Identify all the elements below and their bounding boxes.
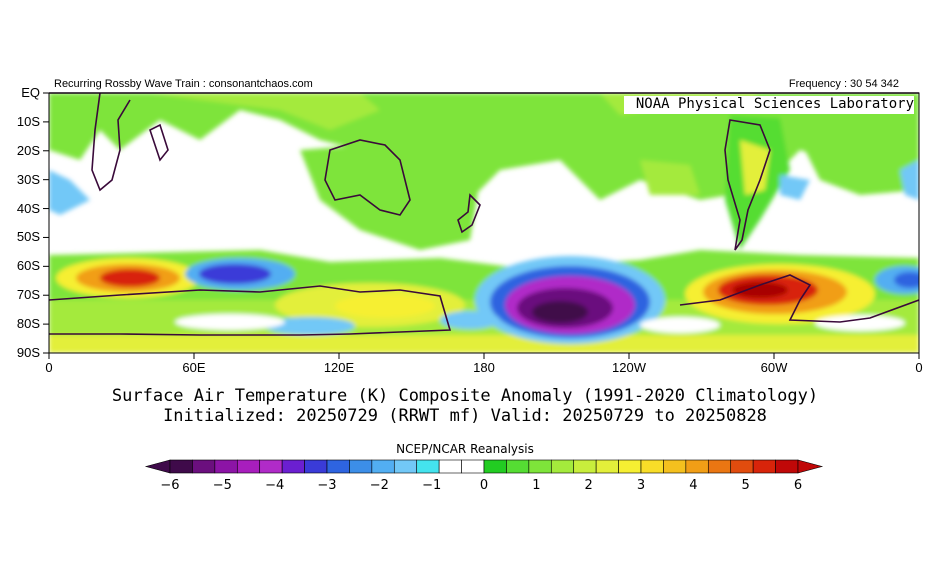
lab-label-bg: [624, 96, 914, 114]
colorbar-segment: [528, 459, 552, 474]
colorbar-segment: [640, 459, 664, 474]
lon-label: 0: [915, 360, 923, 375]
colorbar-tick: −1: [422, 478, 442, 493]
colorbar-segment: [618, 459, 642, 474]
lat-label: 60S: [16, 258, 40, 274]
coastlines: [49, 93, 919, 336]
colorbar-segment: [236, 459, 261, 474]
colorbar-segment: [775, 459, 799, 474]
lon-label: 0: [45, 360, 53, 375]
colorbar-segment: [214, 459, 238, 474]
header-frequency: Frequency : 30 54 342: [788, 78, 899, 90]
colorbar-segment: [663, 459, 687, 474]
header-credit: Recurring Rossby Wave Train : consonantc…: [54, 78, 313, 90]
colorbar-tick: −5: [212, 478, 232, 493]
colorbar-segment: [550, 459, 575, 474]
lat-label: 30S: [16, 171, 40, 187]
colorbar-tick: −4: [265, 478, 285, 493]
colorbar-segment: [506, 459, 530, 474]
colorbar-tick: 6: [793, 478, 803, 493]
colorbar-tick: 4: [689, 478, 698, 493]
colorbar-segment: [595, 459, 619, 474]
lon-ticks: [48, 353, 920, 359]
colorbar-tick: 0: [479, 478, 489, 493]
lat-label: 40S: [16, 200, 40, 216]
lon-label: 180: [473, 360, 495, 375]
colorbar-tick: −2: [369, 478, 389, 493]
anomaly-field: [49, 93, 919, 353]
colorbar-segment: [393, 459, 418, 474]
data-source: NCEP/NCAR Reanalysis: [396, 442, 534, 456]
lat-label: 10S: [16, 113, 40, 129]
colorbar-tick: 2: [584, 478, 593, 493]
colorbar-segment: [483, 459, 507, 474]
lon-label: 120E: [323, 360, 355, 375]
lab-label: NOAA Physical Sciences Laboratory: [635, 96, 914, 112]
colorbar-segment: [573, 459, 597, 474]
colorbar-segment: [730, 459, 754, 474]
colorbar-tick: 1: [532, 478, 541, 493]
colorbar-segment: [349, 459, 373, 474]
lat-label: 90S: [16, 345, 40, 360]
map-title: Surface Air Temperature (K) Composite An…: [111, 386, 819, 406]
colorbar-tick: −6: [160, 478, 180, 493]
colorbar-left-arrow: [144, 459, 171, 474]
colorbar-right-arrow: [797, 459, 824, 474]
colorbar: [144, 459, 824, 474]
colorbar-segment: [192, 459, 216, 474]
lon-label: 60W: [760, 360, 788, 375]
lat-label: 80S: [16, 316, 40, 332]
colorbar-segment: [416, 459, 440, 474]
lat-label: EQ: [21, 85, 40, 100]
colorbar-segment: [461, 459, 485, 474]
lat-label: 70S: [16, 287, 40, 303]
lon-label: 120W: [612, 360, 646, 375]
colorbar-segment: [259, 459, 283, 474]
lat-label: 50S: [16, 229, 40, 245]
lon-label: 60E: [182, 360, 206, 375]
colorbar-tick: 5: [741, 478, 750, 493]
colorbar-segment: [281, 459, 305, 474]
lat-ticks: [43, 92, 49, 354]
colorbar-segment: [169, 459, 193, 474]
colorbar-segment: [685, 459, 709, 474]
colorbar-segment: [707, 459, 732, 474]
colorbar-tick: −3: [317, 478, 337, 493]
colorbar-segment: [438, 459, 462, 474]
colorbar-tick: 3: [636, 478, 646, 493]
colorbar-segment: [326, 459, 350, 474]
colorbar-segment: [752, 459, 776, 474]
lat-label: 20S: [16, 142, 40, 158]
colorbar-segment: [304, 459, 328, 474]
map-subtitle: Initialized: 20250729 (RRWT mf) Valid: 2…: [163, 406, 767, 426]
colorbar-segment: [371, 459, 395, 474]
